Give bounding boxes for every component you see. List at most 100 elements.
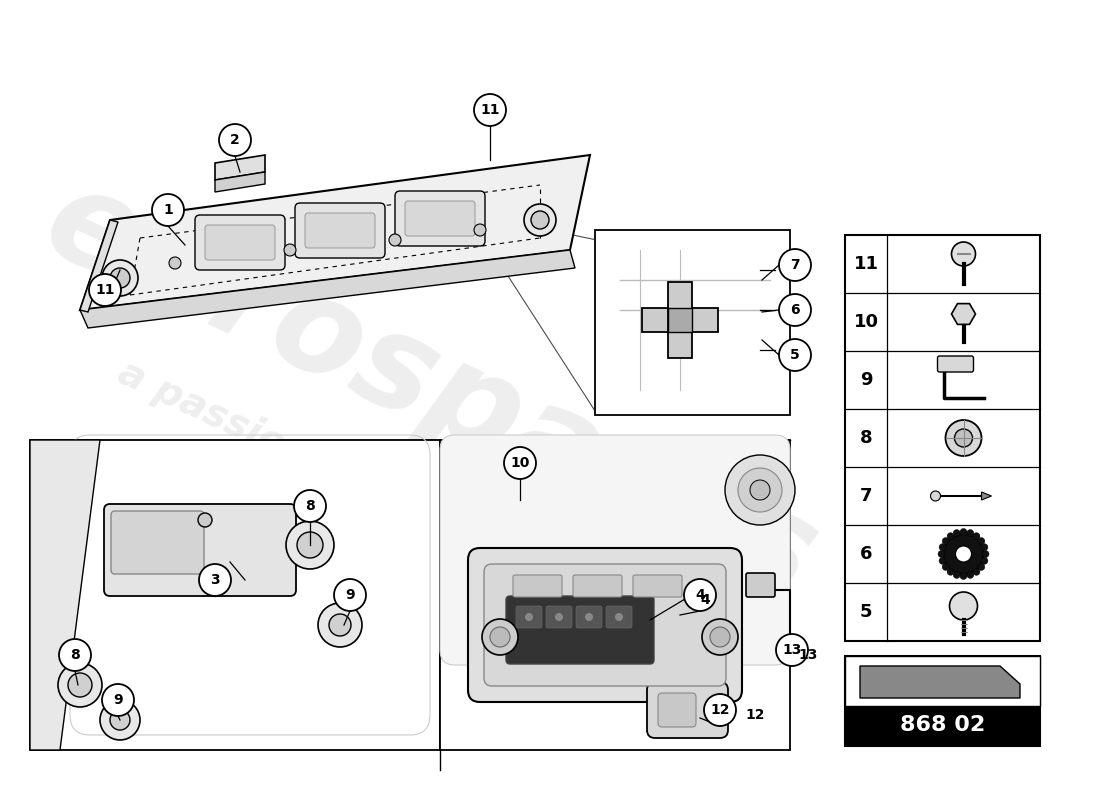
Bar xyxy=(668,282,692,358)
Text: 5: 5 xyxy=(790,348,800,362)
Text: 9: 9 xyxy=(345,588,355,602)
Circle shape xyxy=(198,513,212,527)
Circle shape xyxy=(982,550,989,558)
Circle shape xyxy=(952,242,976,266)
Text: 4: 4 xyxy=(695,588,705,602)
Bar xyxy=(30,440,440,750)
FancyBboxPatch shape xyxy=(746,573,776,597)
FancyBboxPatch shape xyxy=(205,225,275,260)
Text: 4: 4 xyxy=(700,593,710,607)
Text: 12: 12 xyxy=(711,703,729,717)
FancyBboxPatch shape xyxy=(468,548,742,702)
Circle shape xyxy=(284,244,296,256)
Circle shape xyxy=(978,563,984,570)
Circle shape xyxy=(938,550,945,558)
Circle shape xyxy=(531,211,549,229)
Bar xyxy=(595,230,790,415)
Circle shape xyxy=(318,603,362,647)
Circle shape xyxy=(294,490,326,522)
Circle shape xyxy=(286,521,334,569)
Circle shape xyxy=(474,94,506,126)
Polygon shape xyxy=(981,492,991,500)
Circle shape xyxy=(981,558,988,564)
FancyBboxPatch shape xyxy=(516,606,542,628)
Text: a passion for parts since 1985: a passion for parts since 1985 xyxy=(112,353,727,667)
Circle shape xyxy=(954,571,960,578)
Circle shape xyxy=(967,530,974,537)
Circle shape xyxy=(100,700,140,740)
Circle shape xyxy=(946,420,981,456)
Text: 13: 13 xyxy=(798,648,817,662)
Circle shape xyxy=(960,573,967,579)
Text: 12: 12 xyxy=(745,708,764,722)
Circle shape xyxy=(556,613,563,621)
Circle shape xyxy=(972,568,980,575)
Circle shape xyxy=(490,627,510,647)
Polygon shape xyxy=(214,172,265,192)
Circle shape xyxy=(102,684,134,716)
Bar xyxy=(845,235,1040,641)
Circle shape xyxy=(939,544,946,550)
Circle shape xyxy=(219,124,251,156)
FancyBboxPatch shape xyxy=(513,575,562,597)
Circle shape xyxy=(779,339,811,371)
FancyBboxPatch shape xyxy=(937,356,974,372)
Text: 11: 11 xyxy=(96,283,114,297)
Polygon shape xyxy=(860,666,1020,698)
Circle shape xyxy=(199,564,231,596)
FancyBboxPatch shape xyxy=(576,606,602,628)
Text: 11: 11 xyxy=(854,255,879,273)
Circle shape xyxy=(110,268,130,288)
Circle shape xyxy=(738,468,782,512)
Circle shape xyxy=(58,663,102,707)
FancyBboxPatch shape xyxy=(606,606,632,628)
Circle shape xyxy=(939,558,946,564)
FancyBboxPatch shape xyxy=(546,606,572,628)
Circle shape xyxy=(389,234,402,246)
Circle shape xyxy=(947,568,954,575)
Circle shape xyxy=(102,260,138,296)
Circle shape xyxy=(954,530,960,537)
FancyBboxPatch shape xyxy=(573,575,622,597)
Circle shape xyxy=(710,627,730,647)
Text: 11: 11 xyxy=(481,103,499,117)
FancyBboxPatch shape xyxy=(484,564,726,686)
Circle shape xyxy=(504,447,536,479)
FancyBboxPatch shape xyxy=(111,511,204,574)
Circle shape xyxy=(943,563,949,570)
Bar xyxy=(845,656,1040,706)
Circle shape xyxy=(931,491,940,501)
Text: 8: 8 xyxy=(305,499,315,513)
Circle shape xyxy=(750,480,770,500)
Circle shape xyxy=(59,639,91,671)
Circle shape xyxy=(474,224,486,236)
Circle shape xyxy=(949,592,978,620)
Text: 1: 1 xyxy=(163,203,173,217)
Circle shape xyxy=(334,579,366,611)
Circle shape xyxy=(944,534,983,574)
Circle shape xyxy=(955,429,972,447)
Circle shape xyxy=(89,274,121,306)
Circle shape xyxy=(978,538,984,545)
Circle shape xyxy=(972,533,980,540)
Circle shape xyxy=(967,571,974,578)
Circle shape xyxy=(704,694,736,726)
Text: 8: 8 xyxy=(860,429,872,447)
Circle shape xyxy=(68,673,92,697)
Circle shape xyxy=(585,613,593,621)
FancyBboxPatch shape xyxy=(647,682,728,738)
Circle shape xyxy=(981,544,988,550)
Polygon shape xyxy=(80,220,118,312)
Circle shape xyxy=(702,619,738,655)
Circle shape xyxy=(297,532,323,558)
FancyBboxPatch shape xyxy=(195,215,285,270)
Circle shape xyxy=(169,257,182,269)
Text: 6: 6 xyxy=(860,545,872,563)
Text: 8: 8 xyxy=(70,648,80,662)
Circle shape xyxy=(947,533,954,540)
Circle shape xyxy=(525,613,533,621)
Text: 10: 10 xyxy=(510,456,530,470)
Text: 9: 9 xyxy=(113,693,123,707)
Circle shape xyxy=(943,538,949,545)
Circle shape xyxy=(482,619,518,655)
